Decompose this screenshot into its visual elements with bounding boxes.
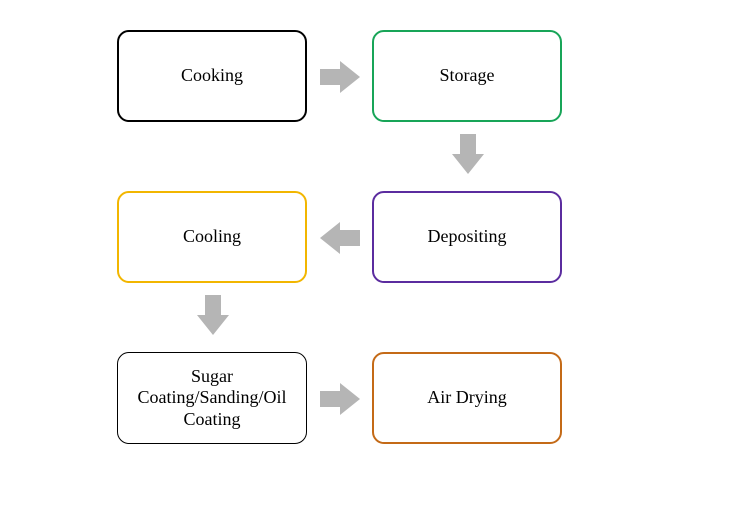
node-airdry: Air Drying [372,352,562,444]
arrow-sugar-airdry [320,383,360,415]
arrow-cooking-storage [320,61,360,93]
arrow-depositing-cooling [320,222,360,254]
arrow-storage-depositing [452,134,484,174]
node-storage: Storage [372,30,562,122]
node-depositing: Depositing [372,191,562,283]
arrow-cooling-sugar [197,295,229,335]
node-label: Cooling [183,226,241,248]
node-label: Cooking [181,65,243,87]
node-label: Sugar Coating/Sanding/Oil Coating [126,366,298,431]
node-label: Air Drying [427,387,507,409]
node-cooking: Cooking [117,30,307,122]
node-label: Depositing [428,226,507,248]
node-sugar: Sugar Coating/Sanding/Oil Coating [117,352,307,444]
node-cooling: Cooling [117,191,307,283]
node-label: Storage [440,65,495,87]
